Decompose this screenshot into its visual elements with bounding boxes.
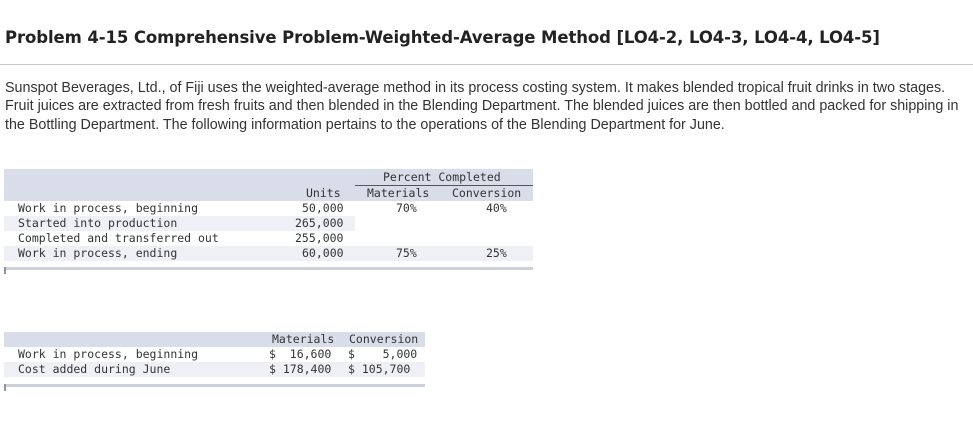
row-label: Completed and transferred out [18,231,219,245]
table-row: Work in process, beginning 50,000 70% 40… [4,201,533,216]
units-table-bottom-corner [4,267,6,274]
problem-title: Problem 4-15 Comprehensive Problem-Weigh… [5,28,880,47]
conversion-cost: $ 105,700 [348,362,411,376]
materials-cost: $ 178,400 [269,362,332,376]
conversion-column-header: Conversion [349,332,419,346]
problem-description: Sunspot Beverages, Ltd., of Fiji uses th… [5,80,959,133]
units-value: 60,000 [302,246,344,260]
row-label: Cost added during June [18,362,171,376]
row-label: Work in process, beginning [18,201,199,215]
materials-percent: 70% [396,201,417,215]
table-row: Work in process, ending 60,000 75% 25% [4,246,533,261]
units-table: Percent Completed Units Materials Conver… [4,169,533,277]
title-divider [0,64,973,65]
row-label: Started into production [18,216,178,230]
table-row: Work in process, beginning $ 16,600 $ 5,… [4,347,425,362]
units-column-header: Units [306,186,341,200]
units-value: 255,000 [295,231,344,245]
percent-completed-underline [355,185,533,186]
materials-column-header: Materials [367,186,430,200]
cost-table: Materials Conversion Work in process, be… [4,332,425,394]
units-value: 265,000 [295,216,344,230]
materials-percent: 75% [396,246,417,260]
materials-cost: $ 16,600 [269,347,332,361]
conversion-cost: $ 5,000 [348,347,418,361]
table-row: Completed and transferred out 255,000 [4,231,533,246]
conversion-percent: 25% [486,246,507,260]
materials-column-header: Materials [272,332,335,346]
cost-table-bottom-bar [4,384,425,387]
row-label: Work in process, ending [18,246,178,260]
percent-completed-header: Percent Completed [383,170,501,184]
table-row: Started into production 265,000 [4,216,355,231]
row-label: Work in process, beginning [18,347,199,361]
table-row: Cost added during June $ 178,400 $ 105,7… [4,362,425,377]
conversion-column-header: Conversion [452,186,522,200]
conversion-percent: 40% [486,201,507,215]
units-table-bottom-bar [4,267,533,270]
cost-table-bottom-corner [4,384,6,391]
cost-table-header-band [4,332,425,347]
units-value: 50,000 [302,201,344,215]
